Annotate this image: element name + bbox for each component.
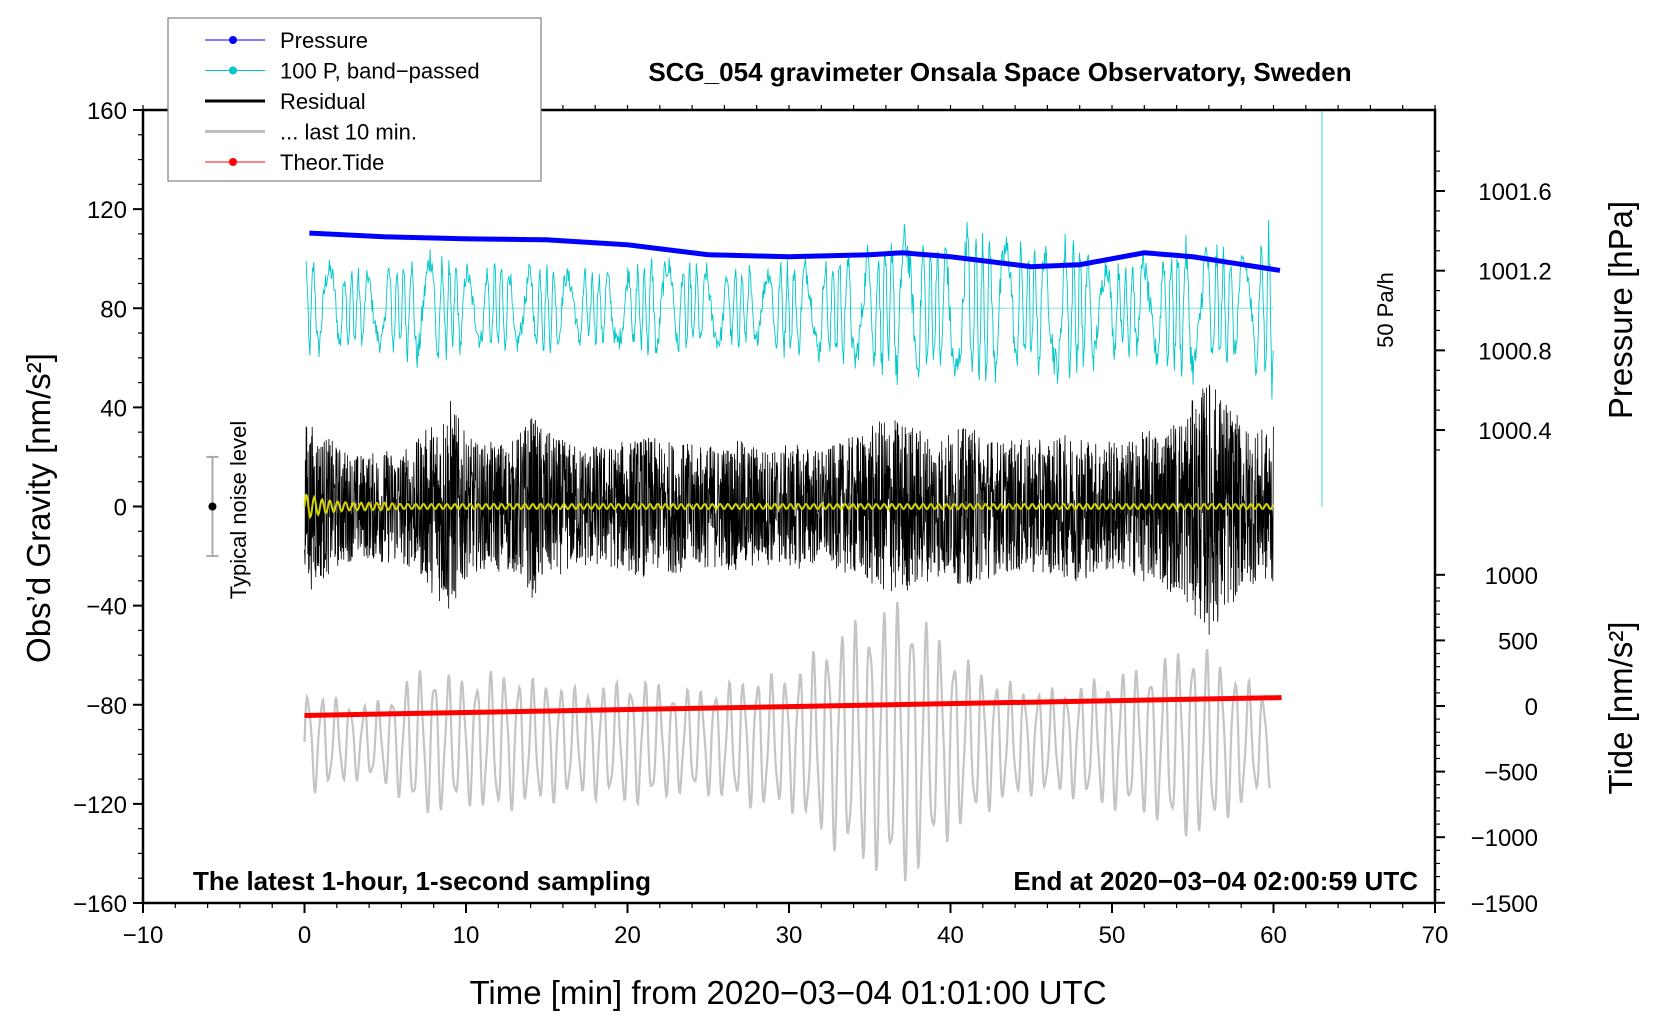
series-layer	[206, 110, 1323, 882]
tide-tick-label: 0	[1525, 694, 1538, 721]
ticks-layer: −10 0 10 20 30 40 50 60 70 160 120 80 40 0 −40 −80 −120 −…	[73, 98, 1552, 949]
x-tick-label: 20	[614, 922, 641, 949]
y-tick-label: 40	[100, 395, 127, 422]
x-tick-label: 30	[776, 922, 803, 949]
legend-label: Residual	[280, 89, 366, 114]
x-tick-label: 60	[1260, 922, 1287, 949]
rate-label: 50 Pa/h	[1373, 272, 1398, 348]
theoretical-tide-line	[304, 695, 1282, 718]
pressure-tick-label: 1001.6	[1478, 179, 1551, 206]
y-tick-label: −160	[73, 891, 127, 918]
noise-level-dot	[208, 502, 217, 511]
legend-marker	[229, 66, 237, 75]
pressure-line	[309, 230, 1281, 273]
y-axis-label: Obs’d Gravity [nm/s²]	[20, 353, 57, 663]
chart-title: SCG_054 gravimeter Onsala Space Observat…	[648, 57, 1351, 87]
last-10-min-line	[303, 601, 1272, 882]
tide-tick-label: 500	[1498, 628, 1538, 655]
tide-tick-label: −500	[1484, 760, 1538, 787]
y-tick-label: 120	[87, 197, 127, 224]
x-tick-label: 40	[937, 922, 964, 949]
pressure-tick-label: 1000.8	[1478, 338, 1551, 365]
legend-label: ... last 10 min.	[280, 120, 417, 145]
tide-tick-label: −1500	[1471, 891, 1538, 918]
annotation-left: The latest 1-hour, 1-second sampling	[193, 866, 651, 896]
tide-tick-label: −1000	[1471, 825, 1538, 852]
x-tick-label: 50	[1099, 922, 1126, 949]
annotation-right: End at 2020−03−04 02:00:59 UTC	[1013, 866, 1418, 896]
x-tick-label: −10	[123, 922, 164, 949]
x-tick-label: 70	[1422, 922, 1449, 949]
legend-label: 100 P, band−passed	[280, 59, 480, 84]
tide-tick-label: 1000	[1485, 563, 1538, 590]
legend-marker	[229, 36, 237, 44]
residual-line	[304, 384, 1274, 635]
pressure-tick-label: 1001.2	[1478, 259, 1551, 286]
legend-marker	[229, 158, 237, 166]
x-tick-label: 0	[298, 922, 311, 949]
x-axis-label: Time [min] from 2020−03−04 01:01:00 UTC	[469, 974, 1106, 1011]
pressure-tick-label: 1000.4	[1478, 418, 1551, 445]
x-tick-label: 10	[453, 922, 480, 949]
y-tick-label: 0	[114, 495, 127, 522]
filtered-residual-line	[303, 493, 1275, 520]
tide-axis-label: Tide [nm/s²]	[1602, 622, 1639, 795]
y-tick-label: 80	[100, 296, 127, 323]
y-tick-label: 160	[87, 98, 127, 125]
legend-label: Pressure	[280, 28, 368, 53]
y-tick-label: −120	[73, 792, 127, 819]
bandpass-pressure-line	[305, 220, 1274, 400]
legend: Pressure 100 P, band−passed Residual ... la…	[167, 17, 542, 182]
noise-level-label: Typical noise level	[226, 421, 251, 600]
y-tick-label: −40	[86, 594, 127, 621]
legend-label: Theor.Tide	[280, 150, 384, 175]
pressure-axis-label: Pressure [hPa]	[1602, 201, 1639, 419]
y-tick-label: −80	[86, 693, 127, 720]
